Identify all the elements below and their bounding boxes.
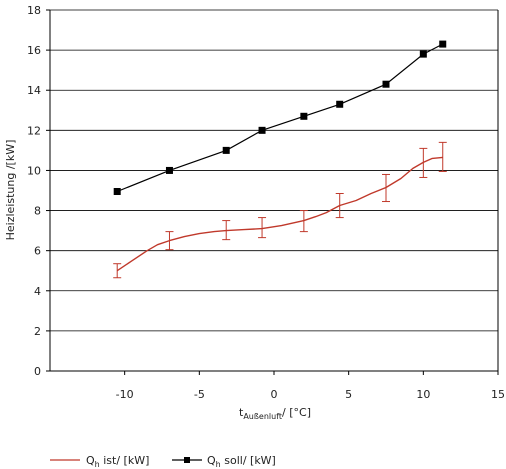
error-bar-2 [222,220,231,241]
y-tick-label-2: 2 [34,325,41,338]
series-qh-ist-line [116,156,443,272]
error-bar-3 [258,217,267,239]
x-tick-label-10: 10 [416,388,430,401]
legend-marker-soll [184,457,190,463]
series-qh-soll-point-7 [419,50,427,58]
x-tick-label-15: 15 [491,388,505,401]
x-axis-label-subscript: Außenluft [243,412,282,421]
series-qh-soll-point-6 [382,80,390,88]
gridlines [50,9,498,332]
y-axis-label: Heizleistung /[kW] [4,140,17,241]
legend-label-soll: Qh soll/ [kW] [207,454,276,469]
error-bar-4 [299,210,308,233]
series-qh-soll-point-0 [113,188,121,196]
x-tick-label--5: -5 [194,388,205,401]
error-bar-8 [438,141,447,172]
series-qh-soll-point-2 [222,146,230,154]
x-tick-label-5: 5 [345,388,352,401]
series-qh-soll-point-8 [439,40,447,48]
error-bar-7 [419,147,428,178]
series-qh-soll-point-5 [336,100,344,108]
series-qh-soll [113,40,447,196]
error-bar-0 [113,263,122,279]
x-tick-label--10: -10 [116,388,134,401]
error-bar-1 [165,231,174,251]
series-qh-soll-point-3 [258,126,266,134]
x-axis-label: tAußenluft/ [°C] [239,406,311,421]
x-tick-labels: -10 -5 0 5 10 15 [116,371,505,401]
error-bar-5 [335,193,344,219]
series-qh-ist [113,141,447,279]
series-qh-soll-point-4 [300,112,308,120]
legend-item-soll: Qh soll/ [kW] [172,454,276,469]
series-qh-soll-point-1 [165,166,173,174]
y-tick-label-16: 16 [27,44,41,57]
y-tick-label-4: 4 [34,285,41,298]
legend-label-ist: Qh ist/ [kW] [86,454,149,469]
x-axis-label-prefix: t [239,406,244,419]
x-axis-label-suffix: / [°C] [282,406,311,419]
error-bar-6 [382,173,390,203]
y-tick-labels: 0 2 4 6 8 10 12 14 16 18 [27,4,50,378]
y-tick-label-12: 12 [27,124,41,137]
y-tick-label-10: 10 [27,164,41,177]
y-tick-label-14: 14 [27,84,41,97]
legend: Qh ist/ [kW] Qh soll/ [kW] [50,454,276,469]
y-tick-label-6: 6 [34,245,41,258]
y-tick-label-8: 8 [34,205,41,218]
y-tick-label-0: 0 [34,365,41,378]
x-tick-label-0: 0 [271,388,278,401]
legend-item-ist: Qh ist/ [kW] [50,454,149,469]
y-tick-label-18: 18 [27,4,41,17]
